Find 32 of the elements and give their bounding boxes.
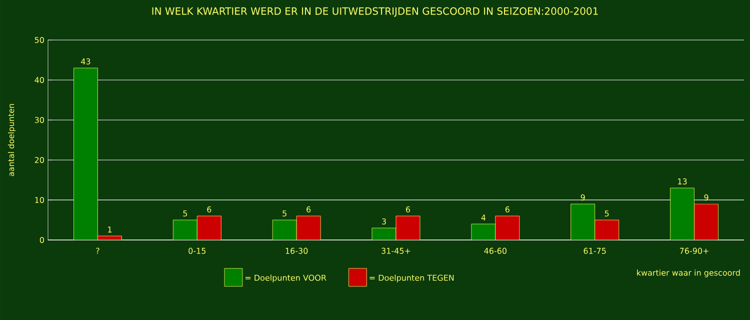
legend-label: = Doelpunten VOOR bbox=[246, 274, 326, 282]
data-label: 3 bbox=[382, 218, 386, 224]
chart-title: IN WELK KWARTIER WERD ER IN DE UITWEDSTRIJDEN GESCOORD IN SEIZOEN:2000-2001 bbox=[152, 7, 598, 17]
data-label: 13 bbox=[678, 178, 687, 184]
data-label: 1 bbox=[108, 226, 112, 232]
data-label: 4 bbox=[481, 214, 486, 220]
legend-label: = Doelpunten TEGEN bbox=[370, 274, 454, 282]
data-label: 9 bbox=[704, 194, 708, 200]
x-tick-label: 76-90+ bbox=[680, 248, 708, 254]
data-label: 6 bbox=[306, 206, 311, 212]
data-label: 6 bbox=[406, 206, 410, 212]
y-tick-label: 10 bbox=[35, 196, 44, 204]
data-label: 5 bbox=[282, 210, 286, 216]
data-label: 9 bbox=[580, 194, 585, 200]
x-axis-title: kwartier waar in gescoord bbox=[637, 270, 740, 278]
x-tick-label: 0-15 bbox=[188, 248, 206, 254]
x-tick-label: 16-30 bbox=[286, 248, 308, 254]
data-label: 5 bbox=[604, 210, 609, 216]
x-tick-label: 61-75 bbox=[584, 248, 606, 254]
y-tick-label: 20 bbox=[34, 156, 44, 164]
data-label: 43 bbox=[81, 58, 90, 64]
x-tick-label: 31-45+ bbox=[382, 248, 410, 254]
y-tick-label: 50 bbox=[34, 36, 44, 44]
x-tick-label: ? bbox=[96, 248, 100, 254]
y-tick-label: 40 bbox=[34, 76, 44, 84]
y-tick-label: 0 bbox=[40, 236, 44, 244]
data-label: 5 bbox=[183, 210, 187, 216]
x-tick-label: 46-60 bbox=[484, 248, 507, 254]
data-label: 6 bbox=[207, 206, 212, 212]
y-tick-label: 30 bbox=[34, 116, 44, 124]
y-axis-title: aantal doelpunten bbox=[8, 104, 16, 176]
data-label: 6 bbox=[505, 206, 510, 212]
